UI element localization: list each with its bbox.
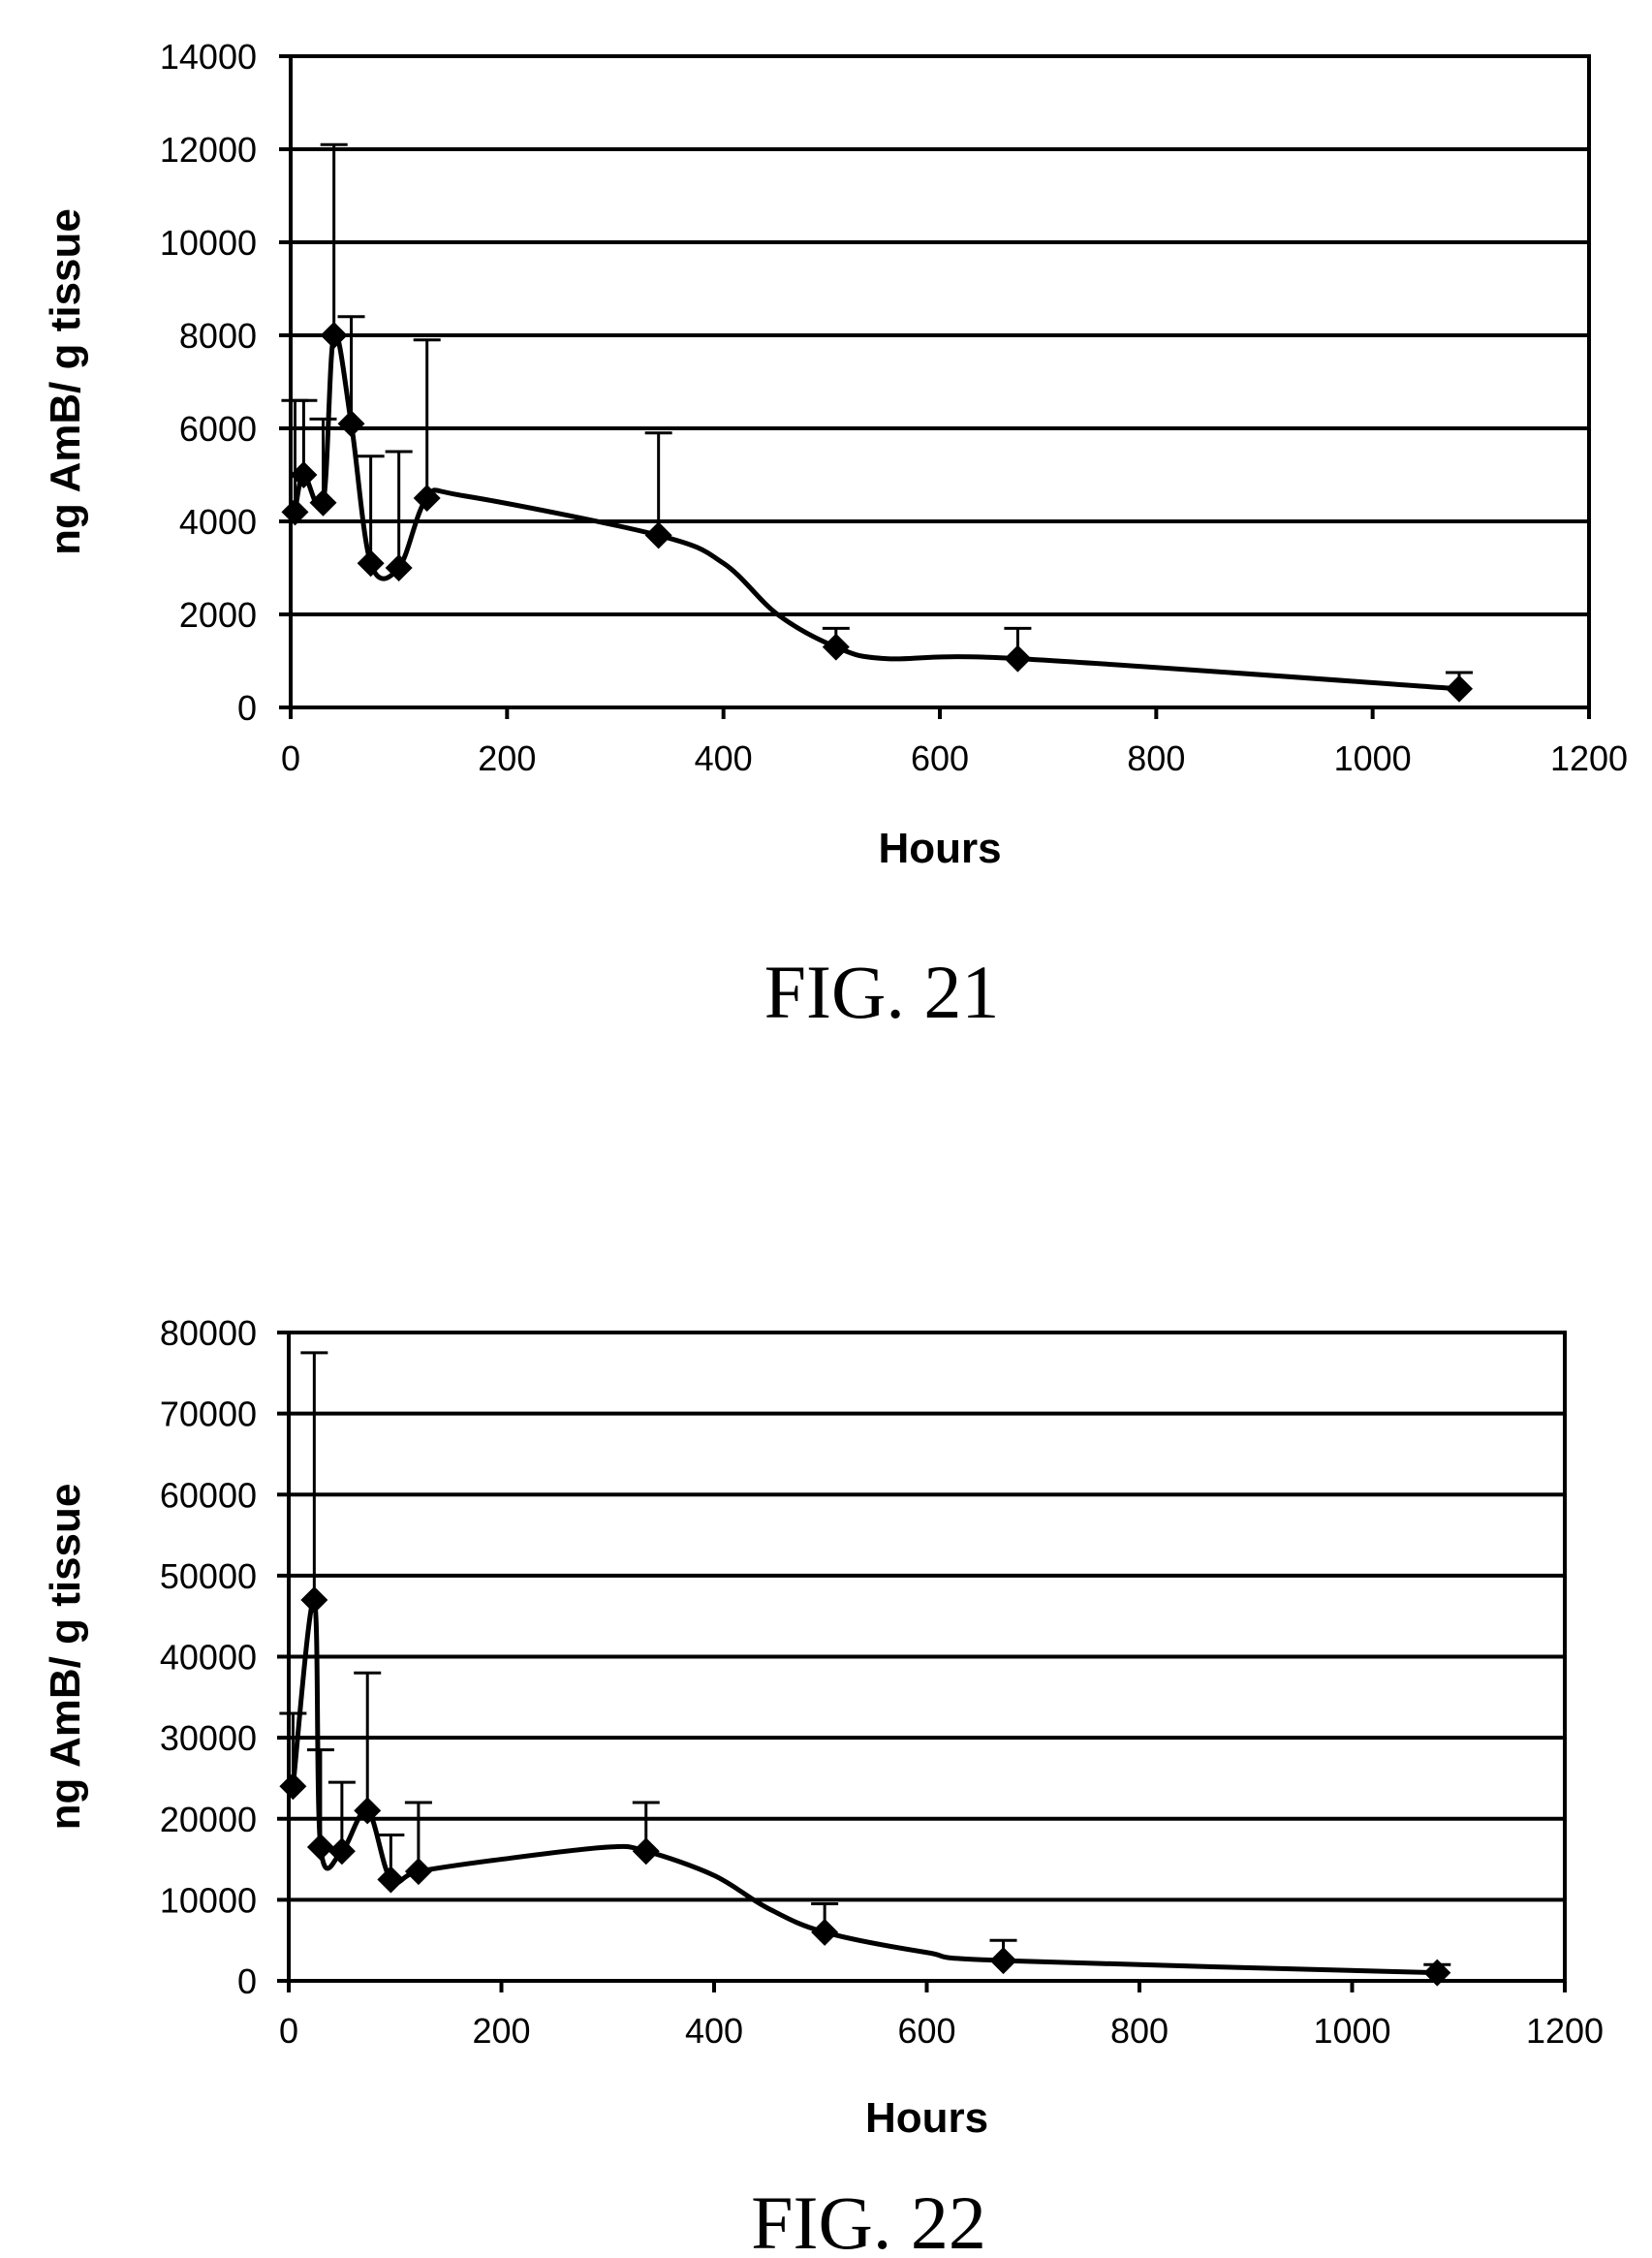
y-tick-label: 8000: [179, 316, 257, 356]
data-point-marker: [321, 322, 348, 349]
chart-fig-21: 0 2000 4000 6000 8000 10000 12000 14000 0 200 400 6…: [42, 37, 1628, 1034]
data-point-marker: [300, 1586, 327, 1614]
y-tick-label: 10000: [160, 1880, 257, 1920]
y-tick-label: 80000: [160, 1313, 257, 1353]
x-tick-label: 400: [685, 2011, 743, 2051]
y-tick-label: 60000: [160, 1475, 257, 1515]
x-tick-label: 800: [1127, 738, 1185, 778]
data-curve: [295, 333, 1459, 689]
y-axis-title: ng AmB/ g tissue: [42, 208, 89, 555]
plot-frame: [291, 56, 1589, 707]
data-point-marker: [279, 1772, 306, 1800]
y-tick-label: 12000: [160, 130, 257, 170]
data-point-marker: [358, 549, 385, 577]
x-tick-label: 0: [279, 2011, 298, 2051]
x-tick-label: 1200: [1550, 738, 1628, 778]
y-tick-label: 40000: [160, 1638, 257, 1678]
figure-caption: FIG. 21: [764, 950, 1000, 1034]
x-tick-label: 600: [897, 2011, 955, 2051]
y-tick-label: 0: [237, 688, 257, 728]
y-tick-label: 10000: [160, 223, 257, 263]
data-point-marker: [405, 1858, 432, 1885]
x-tick-label: 600: [911, 738, 969, 778]
data-point-marker: [1004, 645, 1031, 673]
y-tick-label: 2000: [179, 595, 257, 635]
x-axis-title: Hours: [865, 2094, 988, 2142]
x-tick-label: 400: [695, 738, 753, 778]
data-point-marker: [307, 1834, 334, 1861]
data-point-marker: [645, 521, 672, 549]
y-tick-label: 14000: [160, 37, 257, 77]
y-tick-label: 30000: [160, 1718, 257, 1758]
x-tick-label: 200: [472, 2011, 530, 2051]
x-tick-label: 1000: [1334, 738, 1412, 778]
x-tick-label: 800: [1110, 2011, 1169, 2051]
x-tick-label: 1200: [1526, 2011, 1604, 2051]
x-tick-label: 200: [478, 738, 536, 778]
y-tick-label: 6000: [179, 409, 257, 449]
data-point-marker: [823, 634, 850, 661]
x-tick-label: 1000: [1313, 2011, 1390, 2051]
y-axis-title: ng AmB/ g tissue: [42, 1484, 89, 1831]
chart-fig-22: 0100002000030000400005000060000700008000…: [42, 1313, 1604, 2258]
data-point-marker: [633, 1837, 660, 1865]
x-axis-title: Hours: [878, 825, 1001, 872]
y-tick-label: 70000: [160, 1395, 257, 1434]
data-point-marker: [811, 1919, 838, 1946]
data-point-marker: [338, 410, 365, 437]
data-point-marker: [377, 1866, 404, 1893]
figure-caption: FIG. 22: [751, 2180, 986, 2258]
y-tick-label: 0: [237, 1961, 257, 2001]
data-point-marker: [1446, 675, 1473, 703]
data-point-marker: [990, 1947, 1017, 1974]
y-tick-label: 4000: [179, 502, 257, 542]
y-tick-label: 50000: [160, 1556, 257, 1596]
x-tick-label: 0: [281, 738, 300, 778]
y-tick-label: 20000: [160, 1800, 257, 1839]
